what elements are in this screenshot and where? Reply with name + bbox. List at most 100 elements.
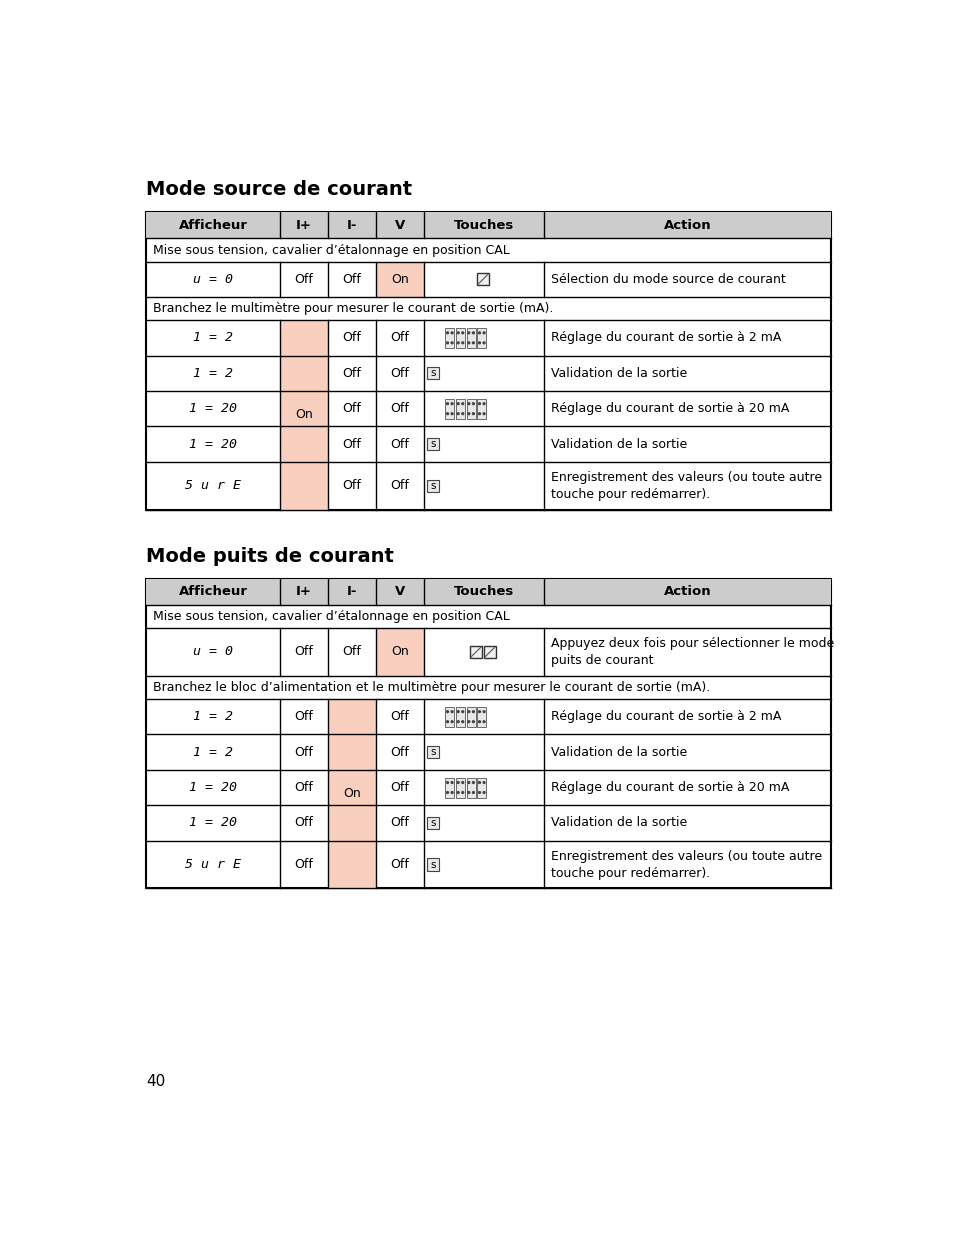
Circle shape [482,413,484,414]
Circle shape [478,342,480,344]
Text: s: s [430,747,436,757]
Bar [476,777,486,798]
Text: On: On [391,273,408,286]
Bar [445,328,454,348]
Bar [146,579,831,888]
Circle shape [468,342,469,344]
Circle shape [472,403,474,404]
Text: s: s [430,440,436,450]
Circle shape [456,791,458,794]
Bar [445,777,454,798]
Text: Réglage du courant de sortie à 2 mA: Réglage du courant de sortie à 2 mA [550,332,781,344]
Text: I-: I- [346,219,356,232]
Bar [427,367,439,379]
Circle shape [446,403,448,404]
Circle shape [472,413,474,414]
Text: Off: Off [294,273,313,286]
Text: Afficheur: Afficheur [178,219,248,232]
Text: Off: Off [342,332,361,344]
Bar [456,707,464,727]
Text: Off: Off [390,746,409,759]
Circle shape [482,711,484,712]
Text: Off: Off [390,858,409,870]
Circle shape [451,711,453,712]
Bar [279,320,328,510]
Circle shape [456,403,458,404]
Circle shape [472,781,474,784]
Circle shape [456,711,458,712]
Circle shape [482,342,484,344]
Circle shape [461,332,463,334]
Text: s: s [430,481,436,491]
Circle shape [478,711,480,712]
Circle shape [478,403,480,404]
Text: Off: Off [390,332,409,344]
Text: Off: Off [390,402,409,416]
Bar [427,816,439,829]
Circle shape [482,721,484,722]
Bar [146,212,831,510]
Circle shape [468,413,469,414]
Text: On: On [343,788,360,800]
Text: Off: Off [342,480,361,492]
Text: On: On [391,646,408,658]
Text: Mise sous tension, cavalier d’étalonnage en position CAL: Mise sous tension, cavalier d’étalonnage… [153,610,510,623]
Circle shape [451,413,453,414]
Circle shape [472,721,474,722]
Text: Sélection du mode source de courant: Sélection du mode source de courant [550,273,784,286]
Circle shape [461,711,463,712]
Text: Off: Off [342,367,361,379]
Circle shape [472,342,474,344]
Text: u = 0: u = 0 [193,273,233,286]
Circle shape [468,781,469,784]
Circle shape [446,721,448,722]
Circle shape [472,791,474,794]
Circle shape [456,413,458,414]
Bar [476,273,489,285]
Bar [427,438,439,450]
Bar [483,646,496,658]
Circle shape [451,342,453,344]
Bar [466,777,476,798]
Text: Off: Off [390,480,409,492]
Text: Validation de la sortie: Validation de la sortie [550,816,686,829]
Circle shape [468,721,469,722]
Text: Off: Off [342,402,361,416]
Circle shape [482,791,484,794]
Text: 1 = 2: 1 = 2 [193,746,233,759]
Text: 1 = 20: 1 = 20 [189,402,237,416]
Circle shape [461,791,463,794]
Bar [469,646,481,658]
Circle shape [472,711,474,712]
Circle shape [451,781,453,784]
Circle shape [446,791,448,794]
Text: Off: Off [390,710,409,723]
Text: Off: Off [342,646,361,658]
Text: 1 = 2: 1 = 2 [193,710,233,723]
Text: On: On [294,408,313,421]
Text: Off: Off [294,816,313,829]
Circle shape [446,413,448,414]
Bar [445,707,454,727]
Text: Validation de la sortie: Validation de la sortie [550,746,686,759]
Text: Branchez le multimètre pour mesurer le courant de sortie (mA).: Branchez le multimètre pour mesurer le c… [153,303,553,315]
Text: Validation de la sortie: Validation de la sortie [550,367,686,379]
Text: Validation de la sortie: Validation de la sortie [550,437,686,451]
Text: Mode source de courant: Mode source de courant [146,180,412,198]
Circle shape [451,791,453,794]
Circle shape [456,721,458,722]
Circle shape [468,403,469,404]
Text: Off: Off [342,273,361,286]
Circle shape [456,781,458,784]
Circle shape [468,332,469,334]
Text: 5 u r E: 5 u r E [185,858,241,870]
Bar [427,746,439,759]
Bar [466,398,476,418]
Circle shape [482,332,484,334]
Text: Off: Off [294,710,313,723]
Bar [466,328,476,348]
Text: Off: Off [294,781,313,794]
Bar [476,707,486,727]
Text: 1 = 2: 1 = 2 [193,367,233,379]
Text: s: s [430,818,436,828]
